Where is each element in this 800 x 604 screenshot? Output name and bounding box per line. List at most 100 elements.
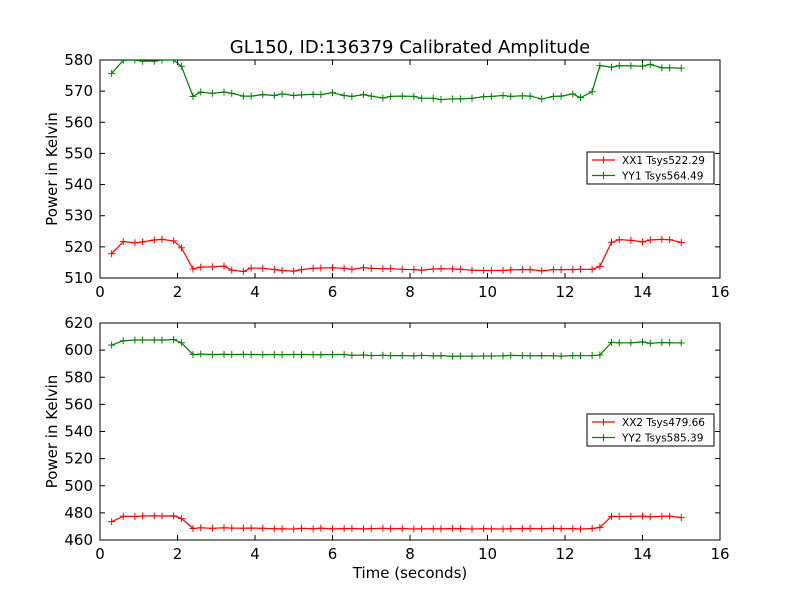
data-point <box>119 512 127 520</box>
y-tick-label: 480 <box>64 504 93 522</box>
data-point <box>247 264 255 272</box>
data-point <box>639 512 646 520</box>
y-tick-label: 510 <box>64 269 93 287</box>
data-point <box>557 525 565 533</box>
data-point <box>596 523 604 531</box>
data-point <box>348 265 356 273</box>
data-point <box>507 266 515 274</box>
data-point <box>119 60 127 64</box>
data-point <box>639 338 646 346</box>
data-point <box>139 336 147 344</box>
data-point <box>538 95 546 103</box>
data-point <box>526 266 534 274</box>
x-tick-label: 6 <box>328 545 338 563</box>
series-group <box>108 336 685 533</box>
data-point <box>437 265 445 273</box>
data-point <box>270 350 278 358</box>
series-yy <box>108 336 685 360</box>
data-point <box>526 524 534 532</box>
data-point <box>259 351 267 359</box>
data-point <box>158 235 166 243</box>
data-point <box>507 92 515 100</box>
data-point <box>228 524 236 532</box>
data-point <box>298 350 305 358</box>
x-tick-label: 10 <box>478 283 497 301</box>
y-tick-label: 560 <box>64 395 93 413</box>
data-point <box>449 352 457 360</box>
data-point <box>577 94 584 102</box>
legend-item: XX1 Tsys522.29 <box>592 155 705 167</box>
data-point <box>108 518 116 526</box>
data-point <box>139 238 147 246</box>
data-point <box>139 512 147 520</box>
data-point <box>329 264 336 272</box>
data-point <box>387 92 395 100</box>
data-point <box>487 267 495 275</box>
data-point <box>526 352 534 360</box>
data-point <box>387 352 395 360</box>
y-axis-label: Power in Kelvin <box>43 112 61 226</box>
data-point <box>360 351 367 359</box>
data-point <box>518 352 526 360</box>
data-point <box>197 524 205 532</box>
data-point <box>367 264 375 272</box>
data-point <box>170 512 178 520</box>
data-point <box>398 92 406 100</box>
data-point <box>290 92 298 100</box>
data-point <box>627 513 635 521</box>
data-point <box>177 339 185 347</box>
data-point <box>615 236 623 244</box>
data-point <box>410 352 418 360</box>
data-point <box>499 352 507 360</box>
data-point <box>170 237 178 245</box>
y-tick-label: 460 <box>64 531 93 549</box>
data-point <box>309 525 317 533</box>
data-point <box>177 244 185 252</box>
x-tick-label: 0 <box>95 283 105 301</box>
data-point <box>239 350 247 358</box>
data-point <box>247 524 255 532</box>
data-point <box>627 339 635 347</box>
data-point <box>588 265 596 273</box>
series-line <box>111 338 682 358</box>
data-point <box>468 94 476 102</box>
data-point <box>239 524 247 532</box>
data-point <box>108 69 116 77</box>
data-point <box>480 267 488 275</box>
legend-item: YY1 Tsys564.49 <box>592 171 703 183</box>
y-tick-label: 530 <box>64 207 93 225</box>
data-point <box>596 351 604 359</box>
data-point <box>538 267 546 275</box>
legend-frame <box>586 151 715 185</box>
data-point <box>449 95 457 103</box>
data-point <box>480 93 488 101</box>
x-tick-label: 10 <box>478 545 497 563</box>
data-point <box>437 96 445 104</box>
data-point <box>317 524 325 532</box>
data-point <box>588 352 596 360</box>
data-point <box>177 514 185 522</box>
data-point <box>228 266 236 274</box>
data-point <box>270 92 278 100</box>
data-point <box>658 235 666 243</box>
data-point <box>429 265 437 273</box>
data-point <box>666 512 674 520</box>
data-point <box>666 236 674 244</box>
data-point <box>131 60 139 64</box>
data-point <box>278 267 286 275</box>
series-yy <box>108 60 685 104</box>
legend: XX2 Tsys479.66 YY2 Tsys585.39 <box>586 413 715 447</box>
data-point <box>367 92 375 100</box>
data-point <box>627 236 635 244</box>
data-point <box>290 350 298 358</box>
data-point <box>456 525 464 533</box>
data-point <box>499 92 507 100</box>
data-point <box>468 266 476 274</box>
data-point <box>131 336 139 344</box>
data-point <box>348 351 356 359</box>
data-point <box>588 524 596 532</box>
data-point <box>557 266 565 274</box>
y-tick-label: 500 <box>64 477 93 495</box>
data-point <box>139 60 147 65</box>
data-point <box>197 350 205 358</box>
